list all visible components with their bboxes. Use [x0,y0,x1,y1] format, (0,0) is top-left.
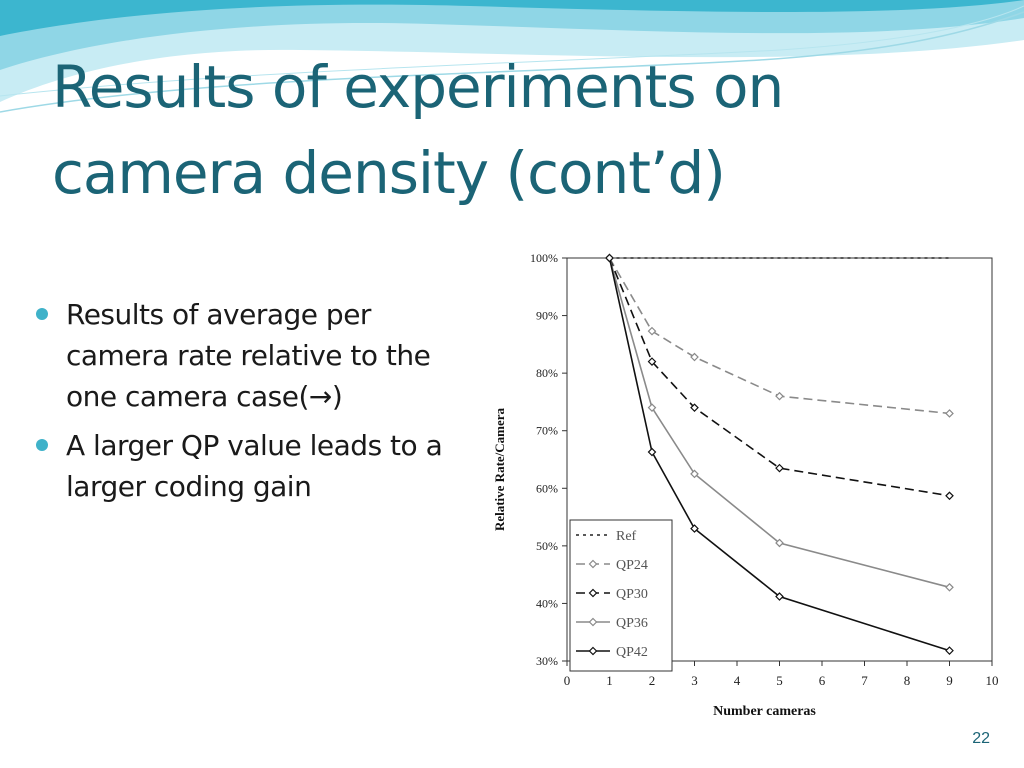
x-tick-label: 1 [606,673,613,688]
slide-number: 22 [972,730,990,747]
y-tick-label: 50% [536,539,558,553]
data-point-qp24 [690,352,699,362]
bullet-dot-icon [36,308,48,320]
x-axis-label: Number cameras [713,704,816,719]
data-point-qp30 [690,403,699,413]
x-tick-label: 8 [904,673,911,688]
bullet-list: Results of average per camera rate relat… [36,294,466,515]
legend-label-qp30: QP30 [616,587,648,602]
title-line-2: camera density (cont’d) [52,139,726,207]
y-tick-label: 30% [536,654,558,668]
y-tick-label: 80% [536,366,558,380]
bullet-text: A larger QP value leads to a larger codi… [66,429,443,503]
x-tick-label: 7 [861,673,868,688]
header-wave-decoration [0,0,1024,113]
bullet-item: Results of average per camera rate relat… [36,294,466,417]
data-point-qp30 [775,463,784,473]
legend-label-qp24: QP24 [616,558,648,573]
x-tick-label: 10 [986,673,999,688]
data-point-qp36 [647,403,657,413]
legend-label-qp42: QP42 [616,645,648,660]
title-line-1: Results of experiments on [52,53,784,121]
data-point-qp24 [775,391,784,401]
data-point-qp24 [647,326,657,336]
y-axis-label: Relative Rate/Camera [492,407,507,531]
line-chart: 30% 40% 50% 60% 70% 80% 90% 100% 0 1 2 3 4 5 6 7 8 9 10 Num… [492,251,999,719]
y-tick-label: 100% [530,251,558,265]
y-tick-label: 90% [536,309,558,323]
bullet-dot-icon [36,439,48,451]
bullet-text: Results of average per camera rate relat… [66,298,431,413]
x-tick-label: 2 [649,673,656,688]
legend-marker-qp24 [588,559,598,569]
data-point-qp42 [690,524,699,533]
data-point-qp42 [605,253,614,263]
data-point-qp42 [647,447,657,457]
x-tick-label: 6 [819,673,826,688]
y-tick-label: 60% [536,481,558,495]
x-tick-label: 0 [564,673,571,688]
data-point-qp36 [945,582,954,592]
data-point-qp42 [775,592,784,601]
legend-marker-qp30 [588,588,598,598]
legend-label-qp36: QP36 [616,616,648,631]
legend-marker-qp42 [588,646,598,656]
legend-marker-qp36 [588,617,598,627]
data-point-qp30 [945,491,954,501]
legend-label-ref: Ref [616,529,637,544]
data-point-qp36 [690,469,699,479]
page-title: Results of experiments on camera density… [52,44,952,216]
x-tick-label: 5 [776,673,783,688]
x-tick-label: 4 [734,673,741,688]
series-line-qp24 [608,257,950,415]
series-line-qp30 [608,257,950,497]
y-tick-label: 40% [536,596,558,610]
data-point-qp36 [775,538,784,548]
legend-box [569,519,673,672]
bullet-item: A larger QP value leads to a larger codi… [36,425,466,507]
x-tick-label: 3 [691,673,698,688]
x-tick-label: 9 [946,673,953,688]
y-tick-label: 70% [536,424,558,438]
chart-panel: 30% 40% 50% 60% 70% 80% 90% 100% 0 1 2 3 4 5 6 7 8 9 10 Num… [478,240,1008,728]
data-point-qp30 [647,357,657,366]
data-point-qp42 [945,646,954,655]
data-point-qp24 [945,409,954,418]
